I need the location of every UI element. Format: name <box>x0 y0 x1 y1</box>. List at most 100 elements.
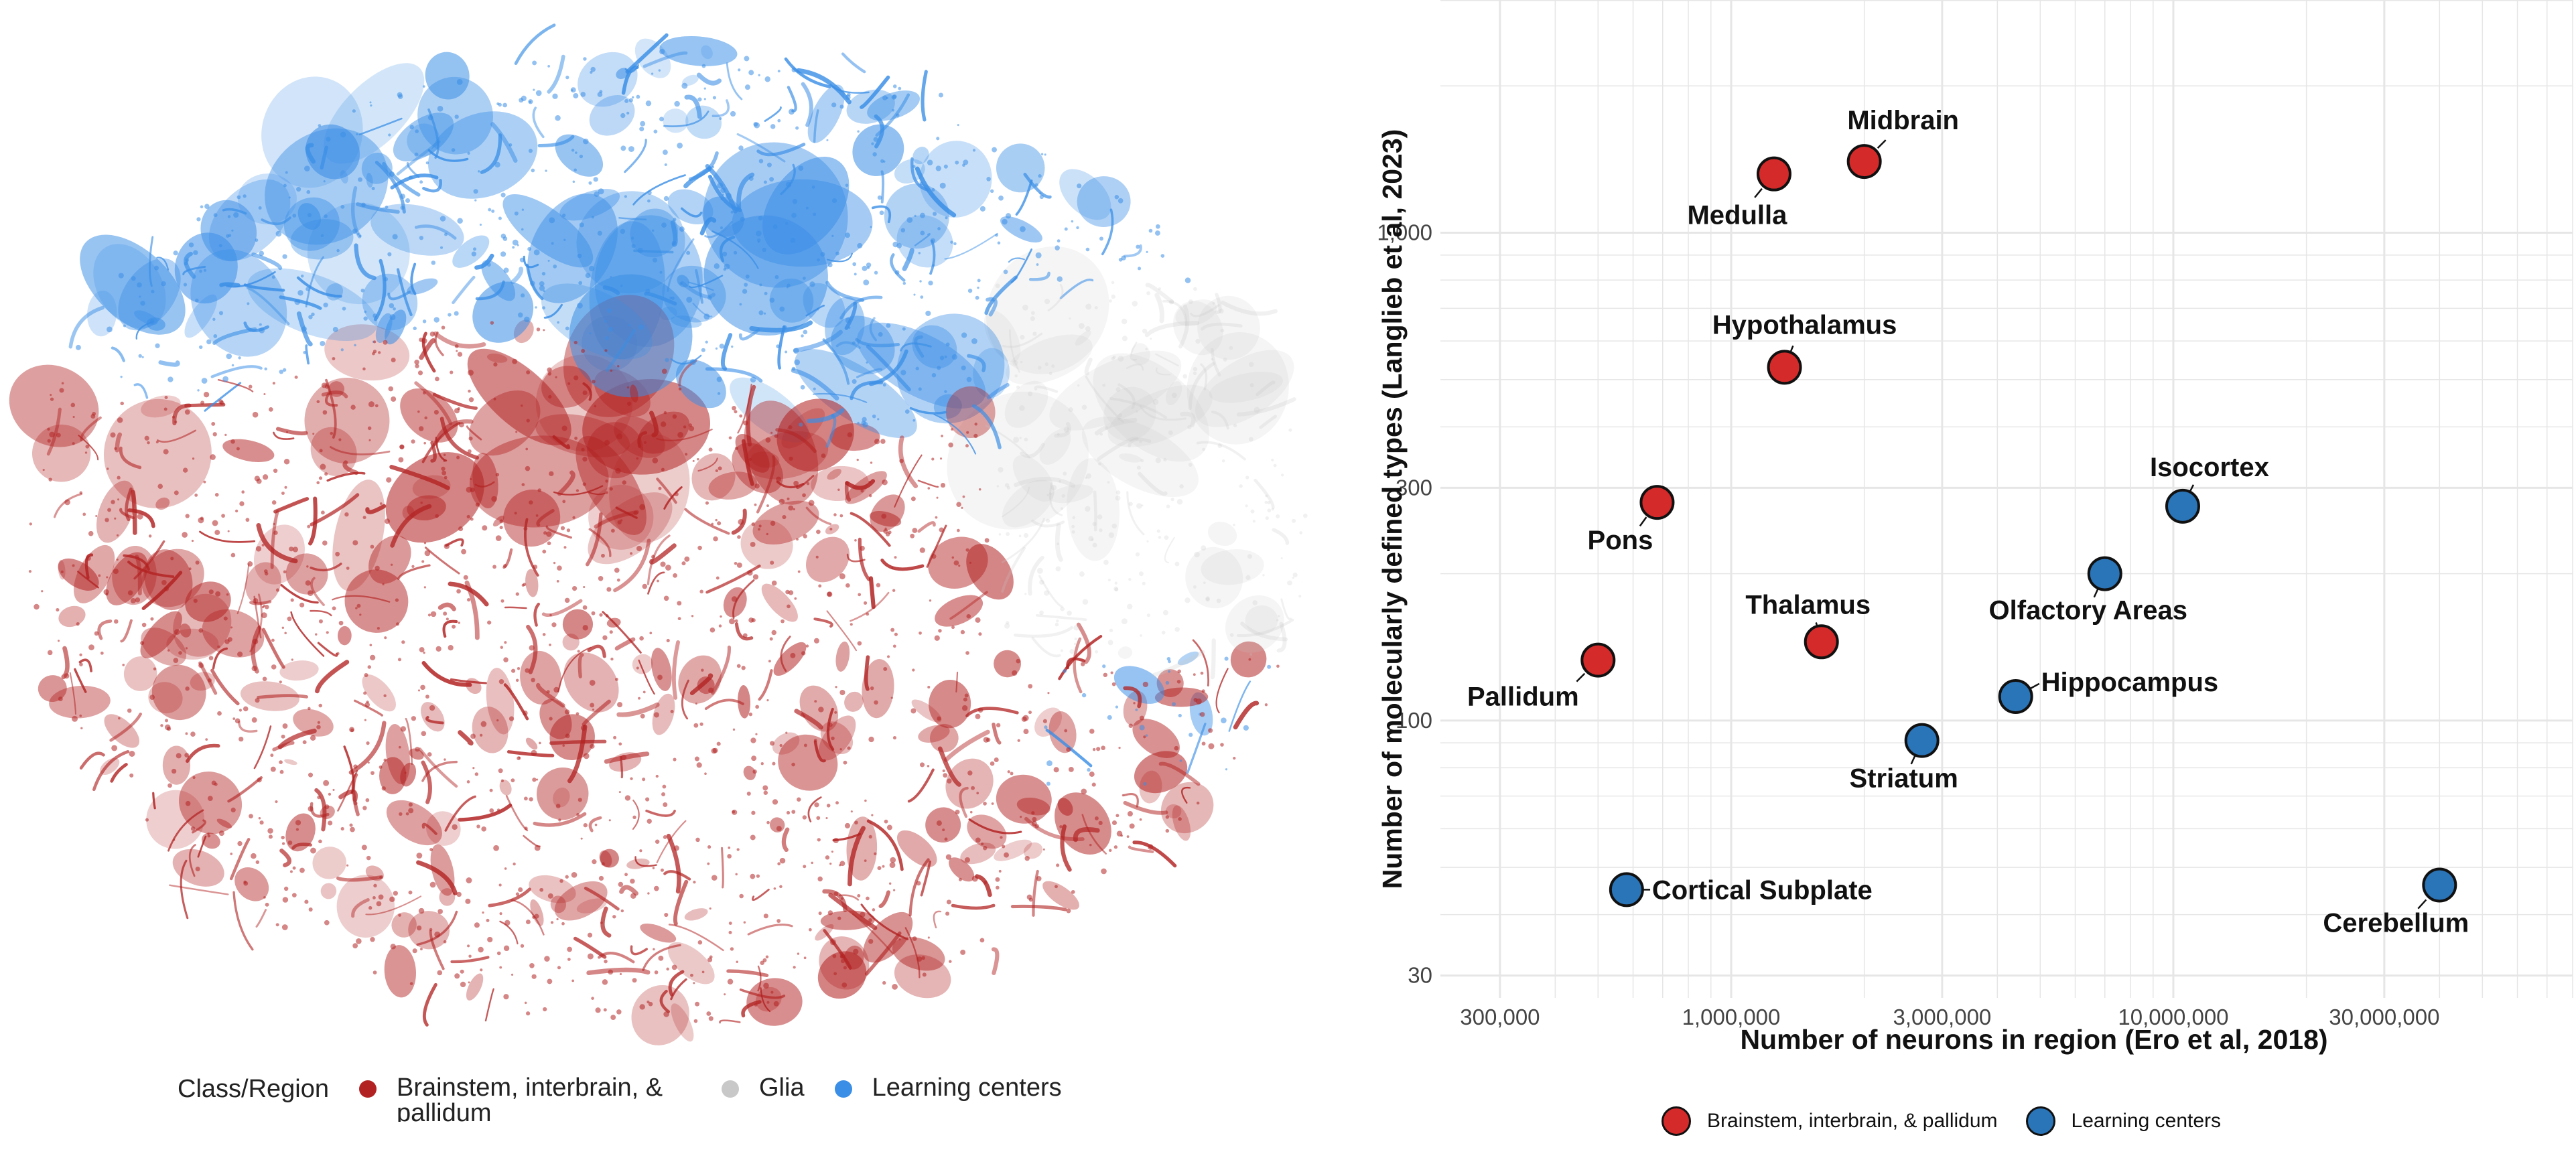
cell-point <box>1193 673 1196 676</box>
cell-strand <box>1236 618 1294 638</box>
cell-point <box>1115 387 1121 392</box>
cell-point <box>649 632 653 635</box>
cell-point <box>212 432 217 437</box>
cell-point <box>862 265 868 271</box>
cell-cluster <box>949 857 975 882</box>
cell-strand <box>890 253 906 282</box>
cell-cluster <box>285 553 328 595</box>
cell-point <box>503 267 509 273</box>
cell-point <box>456 455 460 459</box>
cell-point <box>1006 621 1010 625</box>
cell-point <box>531 168 535 173</box>
cell-strand <box>917 521 936 533</box>
cell-point <box>890 628 895 632</box>
cell-point <box>663 196 669 202</box>
cell-strand <box>683 166 712 189</box>
cell-point <box>1200 712 1205 717</box>
cell-cluster <box>1057 798 1073 816</box>
cell-strand <box>78 435 99 461</box>
cell-cluster <box>1117 646 1133 659</box>
cell-point <box>945 854 952 860</box>
cell-point <box>1040 153 1044 155</box>
cell-point <box>639 636 644 641</box>
cell-strand <box>291 843 312 850</box>
cell-strand <box>670 354 702 365</box>
cell-point <box>813 638 819 644</box>
cell-point <box>944 390 947 393</box>
cell-point <box>910 533 915 538</box>
cell-point <box>752 769 757 774</box>
cell-point <box>145 818 149 822</box>
cell-strand <box>172 403 192 425</box>
cell-point <box>594 191 600 197</box>
cell-point <box>559 879 563 883</box>
cell-strand <box>695 269 703 304</box>
cell-point <box>670 709 674 713</box>
cell-point <box>500 251 506 257</box>
cell-point <box>453 892 456 895</box>
cell-strand <box>1045 729 1093 768</box>
cell-point <box>1203 581 1206 584</box>
cell-strand <box>731 508 747 535</box>
cell-point <box>1140 634 1142 637</box>
cell-strand <box>1010 248 1033 283</box>
cell-point <box>1066 908 1071 914</box>
cell-point <box>1245 504 1248 508</box>
cell-point <box>833 891 839 897</box>
cell-point <box>427 752 432 757</box>
cell-point <box>857 130 860 133</box>
cell-point <box>770 991 774 994</box>
cell-point <box>1221 459 1225 463</box>
cell-strand <box>279 295 322 310</box>
cell-point <box>734 619 738 623</box>
cell-point <box>1102 383 1106 387</box>
cell-point <box>184 261 188 266</box>
cell-point <box>517 667 521 670</box>
cell-point <box>478 946 484 953</box>
cell-point <box>1193 287 1197 291</box>
cell-point <box>136 282 142 288</box>
cell-strand <box>355 202 400 214</box>
cell-strand <box>659 989 671 1013</box>
cell-strand <box>739 988 786 999</box>
cell-cluster <box>589 94 635 136</box>
cell-strand <box>429 930 445 970</box>
cell-point <box>389 171 395 177</box>
cell-point <box>364 310 367 313</box>
point-label: Pons <box>1588 526 1653 555</box>
cell-strand <box>1035 613 1087 622</box>
cell-point <box>766 820 770 824</box>
cell-strand <box>167 809 204 852</box>
cell-point <box>769 637 773 641</box>
cell-point <box>1081 788 1087 795</box>
cell-point <box>921 956 925 960</box>
cell-point <box>592 859 597 865</box>
cell-cluster <box>994 839 1032 861</box>
cell-point <box>232 717 236 720</box>
cell-point <box>542 549 547 554</box>
cell-strand <box>632 799 640 830</box>
cell-strand <box>949 591 988 620</box>
cell-point <box>910 496 916 502</box>
cell-strand <box>1054 422 1071 438</box>
cell-point <box>549 471 554 477</box>
y-tick-label: 300 <box>1396 475 1432 500</box>
cell-point <box>902 327 906 331</box>
cell-point <box>972 149 976 152</box>
cell-point <box>669 297 672 299</box>
cell-point <box>284 486 287 489</box>
cell-point <box>255 698 260 703</box>
cell-cluster <box>892 937 945 971</box>
cell-point <box>852 341 856 345</box>
cell-strand <box>634 856 657 867</box>
cell-strand <box>734 622 754 641</box>
cell-point <box>984 881 988 885</box>
cell-strand <box>390 504 432 548</box>
cell-cluster <box>738 685 751 719</box>
cell-point <box>231 364 234 367</box>
cell-point <box>1145 348 1148 351</box>
cell-point <box>206 339 212 345</box>
cell-point <box>776 476 781 482</box>
cell-strand <box>721 847 724 889</box>
cell-point <box>1113 586 1119 591</box>
